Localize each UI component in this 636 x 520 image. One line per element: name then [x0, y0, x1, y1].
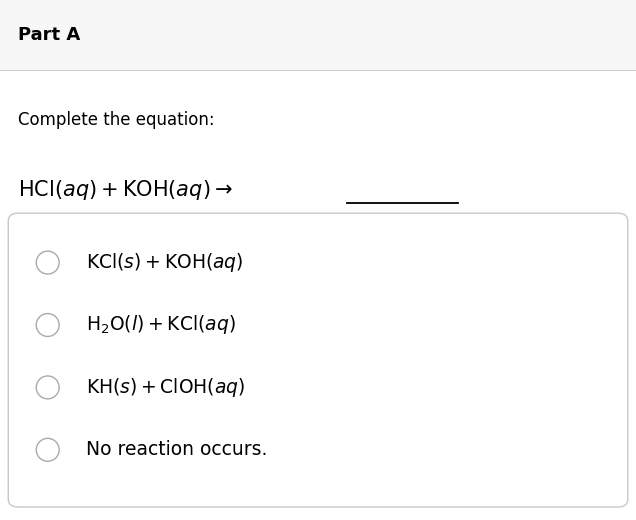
Ellipse shape [36, 314, 59, 336]
Ellipse shape [36, 376, 59, 399]
Text: No reaction occurs.: No reaction occurs. [86, 440, 267, 459]
Text: $\mathrm{HCl}(\mathit{aq}) + \mathrm{KOH}(\mathit{aq}) \rightarrow$: $\mathrm{HCl}(\mathit{aq}) + \mathrm{KOH… [18, 178, 233, 202]
FancyBboxPatch shape [0, 0, 636, 70]
Text: Part A: Part A [18, 26, 80, 44]
Text: $\mathrm{H_2O}(\mathit{l}) + \mathrm{KCl}(\mathit{aq})$: $\mathrm{H_2O}(\mathit{l}) + \mathrm{KCl… [86, 314, 235, 336]
Text: $\mathrm{KCl}(\mathit{s}) + \mathrm{KOH}(\mathit{aq})$: $\mathrm{KCl}(\mathit{s}) + \mathrm{KOH}… [86, 251, 244, 274]
FancyBboxPatch shape [8, 213, 628, 507]
Ellipse shape [36, 251, 59, 274]
Text: Complete the equation:: Complete the equation: [18, 111, 214, 128]
FancyBboxPatch shape [0, 70, 636, 520]
Ellipse shape [36, 438, 59, 461]
Text: $\mathrm{KH}(\mathit{s}) + \mathrm{ClOH}(\mathit{aq})$: $\mathrm{KH}(\mathit{s}) + \mathrm{ClOH}… [86, 376, 245, 399]
